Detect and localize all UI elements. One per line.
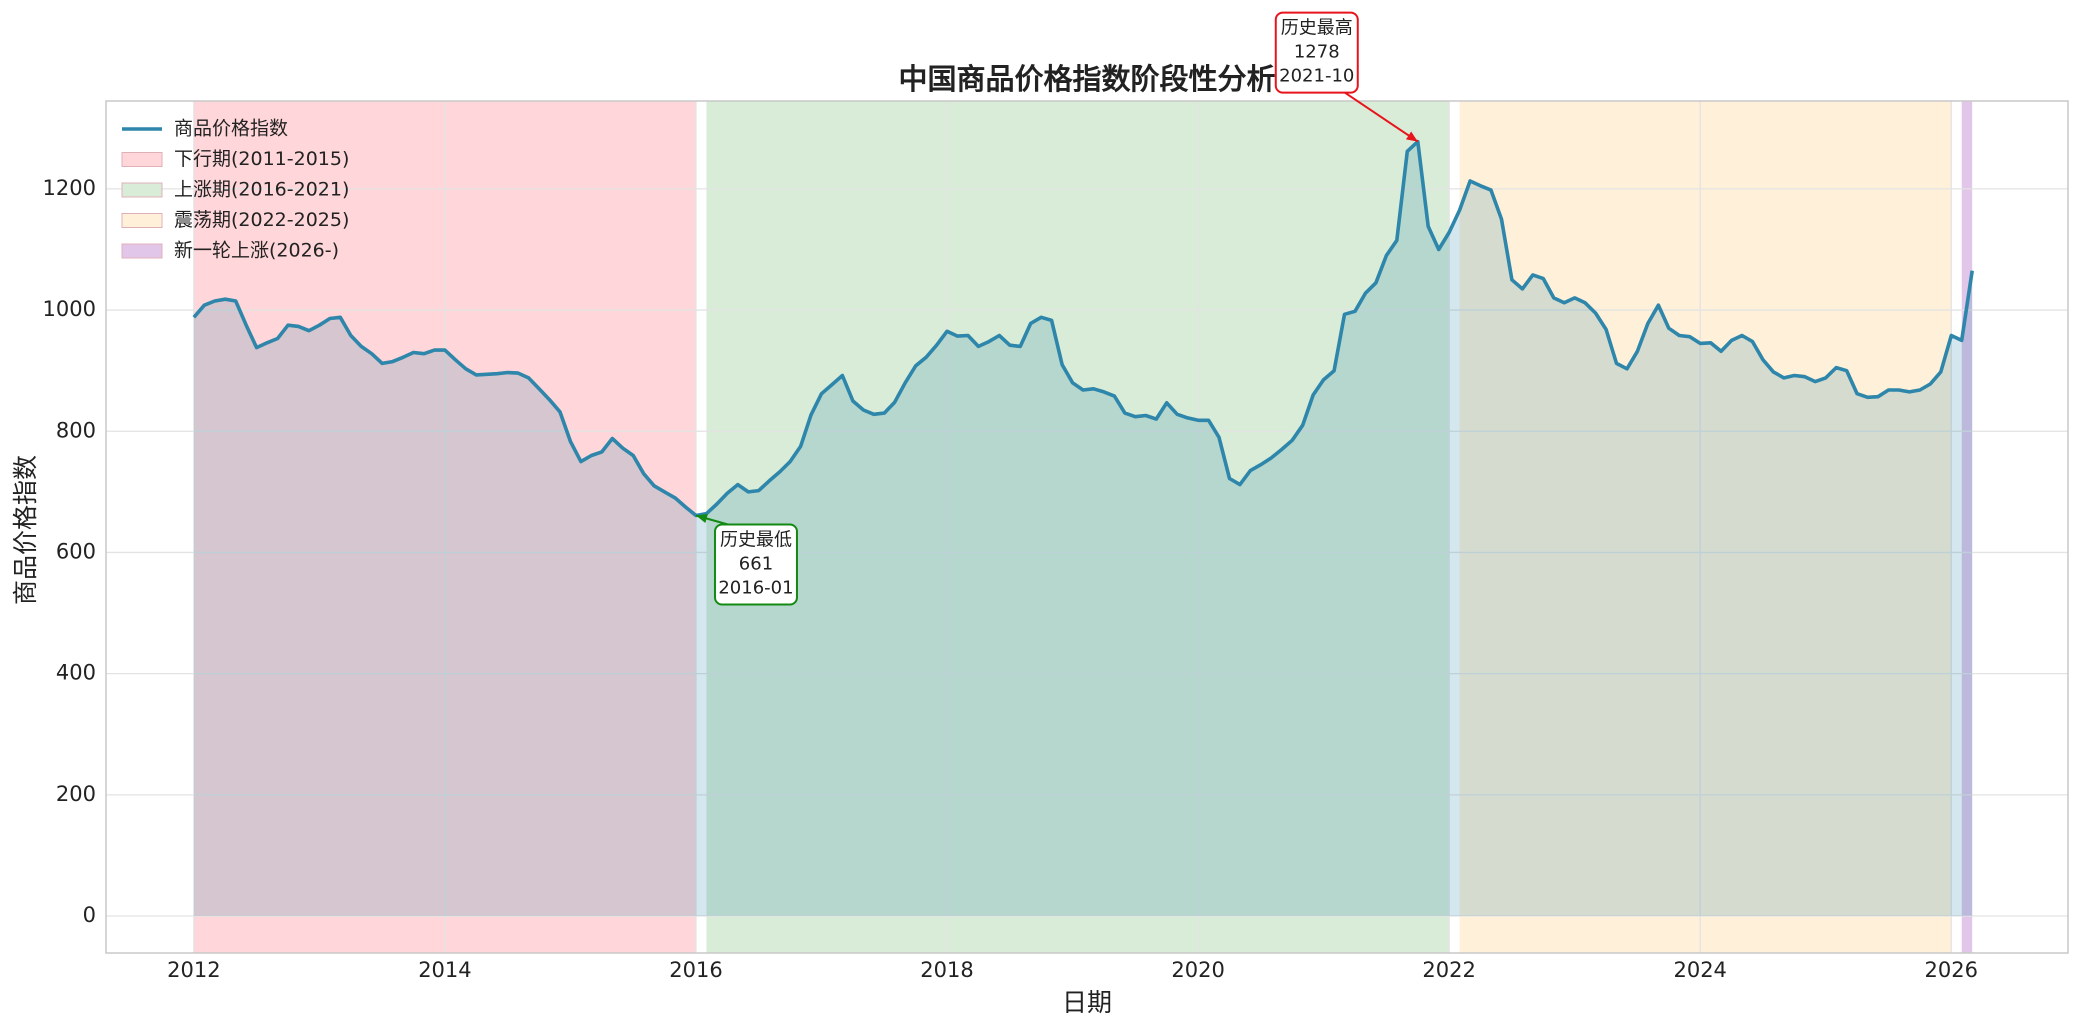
x-tick-label: 2022 [1422, 958, 1475, 982]
x-tick-label: 2026 [1925, 958, 1978, 982]
annotation-date: 2016-01 [718, 577, 793, 598]
y-tick-label: 600 [56, 539, 96, 563]
y-tick-label: 800 [56, 418, 96, 442]
legend-swatch [121, 243, 163, 259]
chart-title: 中国商品价格指数阶段性分析 [898, 62, 1275, 96]
legend-label: 震荡期(2022-2025) [174, 209, 349, 231]
x-tick-label: 2020 [1171, 958, 1224, 982]
annotation-arrow [1344, 91, 1419, 143]
y-axis-label: 商品价格指数 [11, 455, 40, 605]
x-tick-label: 2012 [167, 958, 220, 982]
annotation-value: 661 [739, 553, 773, 574]
arrow-head [1405, 131, 1418, 142]
annotation-label: 历史最高 [1281, 18, 1353, 39]
legend-label: 新一轮上涨(2026-) [174, 240, 339, 262]
x-tick-label: 2018 [920, 958, 973, 982]
legend-label: 下行期(2011-2015) [174, 148, 349, 170]
y-tick-label: 0 [83, 903, 96, 927]
legend-swatch [121, 182, 163, 198]
annotation-date: 2021-10 [1279, 66, 1354, 87]
period-span [1459, 101, 1952, 953]
annotation-box [713, 523, 798, 606]
annotation-label: 历史最低 [720, 529, 792, 550]
x-tick-label: 2014 [418, 958, 471, 982]
legend-label: 商品价格指数 [174, 118, 288, 140]
period-span [706, 101, 1450, 953]
x-tick-label: 2016 [669, 958, 722, 982]
period-span [1961, 101, 1973, 953]
annotation-value: 1278 [1294, 42, 1340, 63]
x-tick-label: 2024 [1673, 958, 1726, 982]
y-tick-label: 200 [56, 782, 96, 806]
y-tick-label: 1200 [43, 176, 96, 200]
y-tick-label: 1000 [43, 297, 96, 321]
plot-area [105, 100, 2069, 954]
axes-frame [105, 100, 2069, 954]
line-series [192, 139, 1974, 518]
x-axis-label: 日期 [1062, 988, 1112, 1017]
legend-label: 上涨期(2016-2021) [174, 179, 349, 201]
annotation-box [1274, 11, 1359, 94]
legend-swatch [121, 152, 163, 167]
arrow-head [695, 513, 708, 523]
legend-swatch [121, 213, 163, 228]
area-fill [193, 141, 1973, 917]
y-tick-label: 400 [56, 661, 96, 685]
